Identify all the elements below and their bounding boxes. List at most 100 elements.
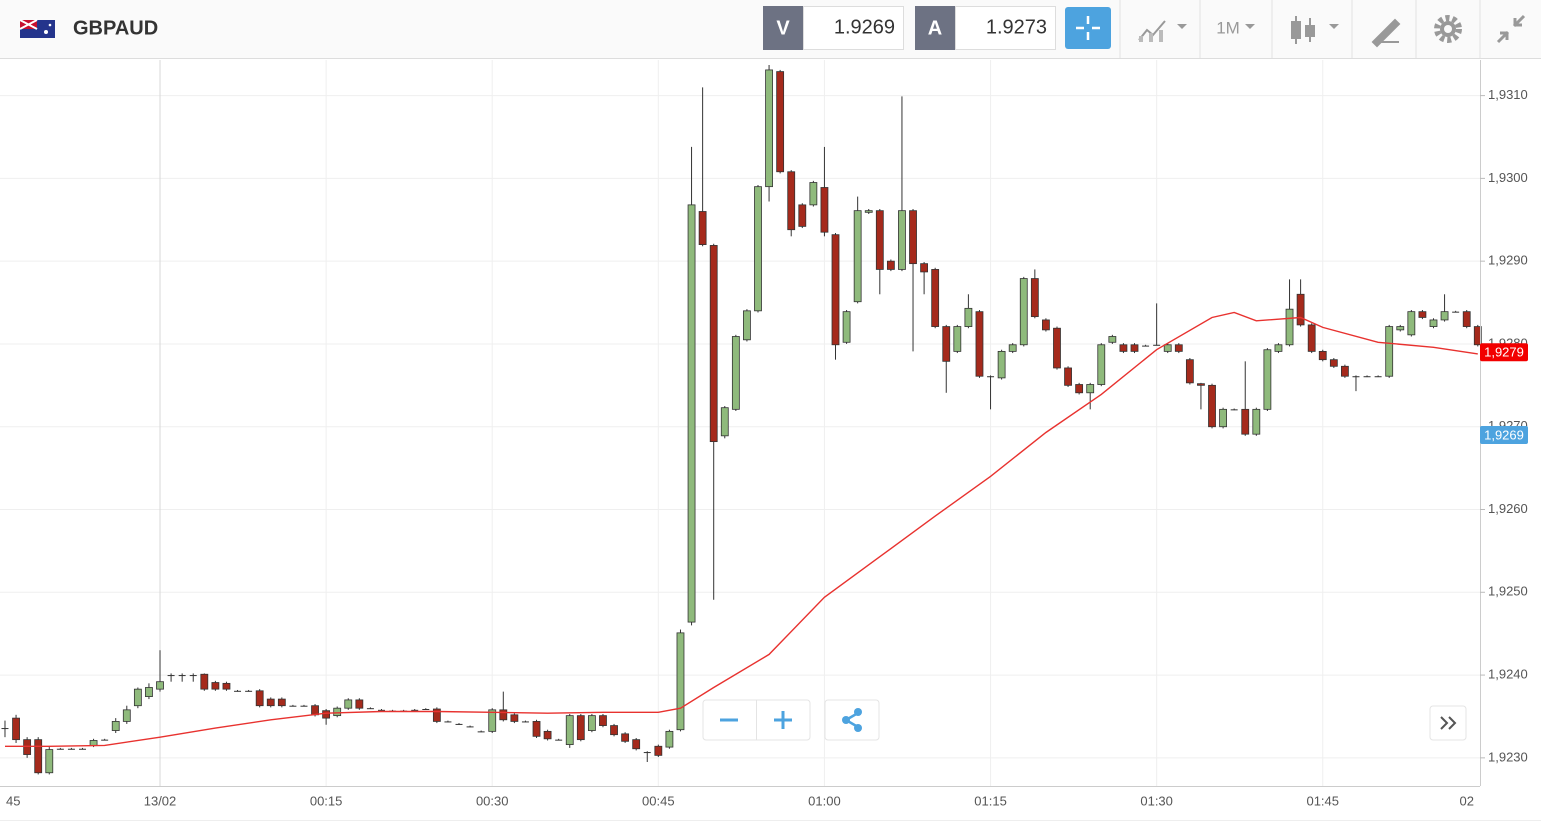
candle-body	[1153, 344, 1161, 346]
candle-body	[156, 681, 164, 690]
candle-body	[234, 690, 242, 692]
candle-body	[1119, 344, 1128, 352]
candle-body	[78, 748, 86, 750]
zoom-in[interactable]	[774, 711, 792, 729]
candle-body	[1097, 344, 1106, 385]
candle-body	[101, 739, 109, 741]
candle-body	[1108, 336, 1117, 343]
candle-body	[1219, 408, 1227, 428]
candle-body	[510, 714, 519, 722]
candle-body	[953, 326, 962, 352]
candle-body	[886, 260, 895, 270]
candle-body	[809, 182, 818, 206]
moving-average	[5, 311, 1478, 747]
candle-body	[422, 709, 430, 711]
x-tick-label: 01:00	[808, 793, 841, 808]
flag	[19, 19, 55, 38]
settings-button[interactable]	[1434, 15, 1462, 43]
candle-body	[411, 709, 419, 711]
candle-body	[1341, 365, 1349, 377]
candle-body	[355, 699, 364, 709]
candle-body	[632, 739, 641, 750]
share-button[interactable]	[824, 699, 880, 741]
candle-body	[1263, 349, 1272, 410]
bid-label: V	[776, 17, 790, 39]
candle-body	[1053, 327, 1061, 369]
candle-body	[1462, 311, 1471, 327]
candle-body	[909, 210, 917, 265]
candle-body	[178, 675, 186, 677]
timeframe[interactable]: 1M	[1216, 18, 1240, 37]
candle-body	[787, 171, 796, 231]
price-marker-label: 1,9279	[1484, 345, 1524, 360]
candle-body	[521, 721, 529, 723]
collapse-button[interactable]	[1496, 14, 1526, 44]
candle-body	[875, 210, 884, 270]
candle-body	[654, 745, 663, 756]
candle-body	[1252, 408, 1261, 435]
ask-box[interactable]	[955, 6, 1056, 50]
chart-type-button[interactable]	[1291, 16, 1339, 44]
draw-button[interactable]	[1371, 18, 1401, 48]
candle-body	[145, 687, 153, 697]
candle-body	[1064, 367, 1072, 386]
candle-body	[488, 709, 497, 732]
candle-body	[499, 709, 508, 721]
plot-area	[0, 60, 1482, 786]
y-tick-label: 1,9230	[1488, 749, 1528, 764]
candle-body	[277, 698, 286, 707]
candle-body	[676, 632, 685, 731]
candle-body	[222, 682, 231, 690]
candle-body	[255, 690, 264, 707]
x-tick-label: 45	[6, 793, 20, 808]
candle-body	[1285, 308, 1294, 346]
candle-body	[698, 211, 707, 246]
x-tick-label: 01:45	[1306, 793, 1339, 808]
ask-label: A	[928, 17, 942, 39]
candle-body	[731, 336, 740, 410]
candle-body	[776, 71, 785, 173]
candle-body	[920, 263, 929, 273]
indicator-button[interactable]	[1138, 20, 1187, 42]
candle-body	[111, 721, 120, 731]
candle-body	[34, 739, 43, 774]
candle-body	[45, 749, 54, 774]
candle-body	[754, 186, 762, 312]
candle-body	[122, 709, 131, 722]
x-tick-label: 00:45	[642, 793, 675, 808]
candle-body	[1130, 344, 1139, 352]
candle-body	[1, 728, 9, 730]
bid-price: 1.9269	[834, 16, 895, 38]
crosshair-button[interactable]	[1065, 7, 1111, 49]
candle-body	[455, 723, 463, 725]
zoom-controls	[702, 699, 811, 741]
candle-body	[532, 721, 541, 737]
candle-body	[245, 690, 253, 692]
candle-body	[931, 269, 940, 327]
candle-body	[1407, 311, 1416, 336]
candle-body	[1142, 345, 1150, 347]
symbol: GBPAUD	[73, 17, 158, 39]
candle-body	[576, 715, 585, 741]
y-tick-label: 1,9260	[1488, 501, 1528, 516]
bid-badge	[763, 6, 803, 50]
y-tick-label: 1,9300	[1488, 170, 1528, 185]
candle-body	[1329, 359, 1338, 367]
candle-body	[477, 731, 485, 733]
candle-body	[820, 187, 829, 233]
bid-box[interactable]	[803, 6, 904, 50]
candle-body	[377, 709, 385, 711]
candle-body	[1197, 383, 1205, 386]
price-marker-label: 1,9269	[1484, 427, 1524, 442]
candle-body	[1352, 376, 1360, 378]
candle-body	[1185, 359, 1194, 384]
candle-body	[997, 350, 1006, 379]
candle-body	[1274, 344, 1283, 352]
candle-body	[1296, 293, 1305, 326]
candle-body	[322, 710, 331, 719]
header-separators	[1119, 0, 1481, 58]
candle-body	[189, 675, 197, 677]
scroll-end-button[interactable]	[1429, 705, 1467, 741]
candle-body	[1429, 319, 1438, 327]
